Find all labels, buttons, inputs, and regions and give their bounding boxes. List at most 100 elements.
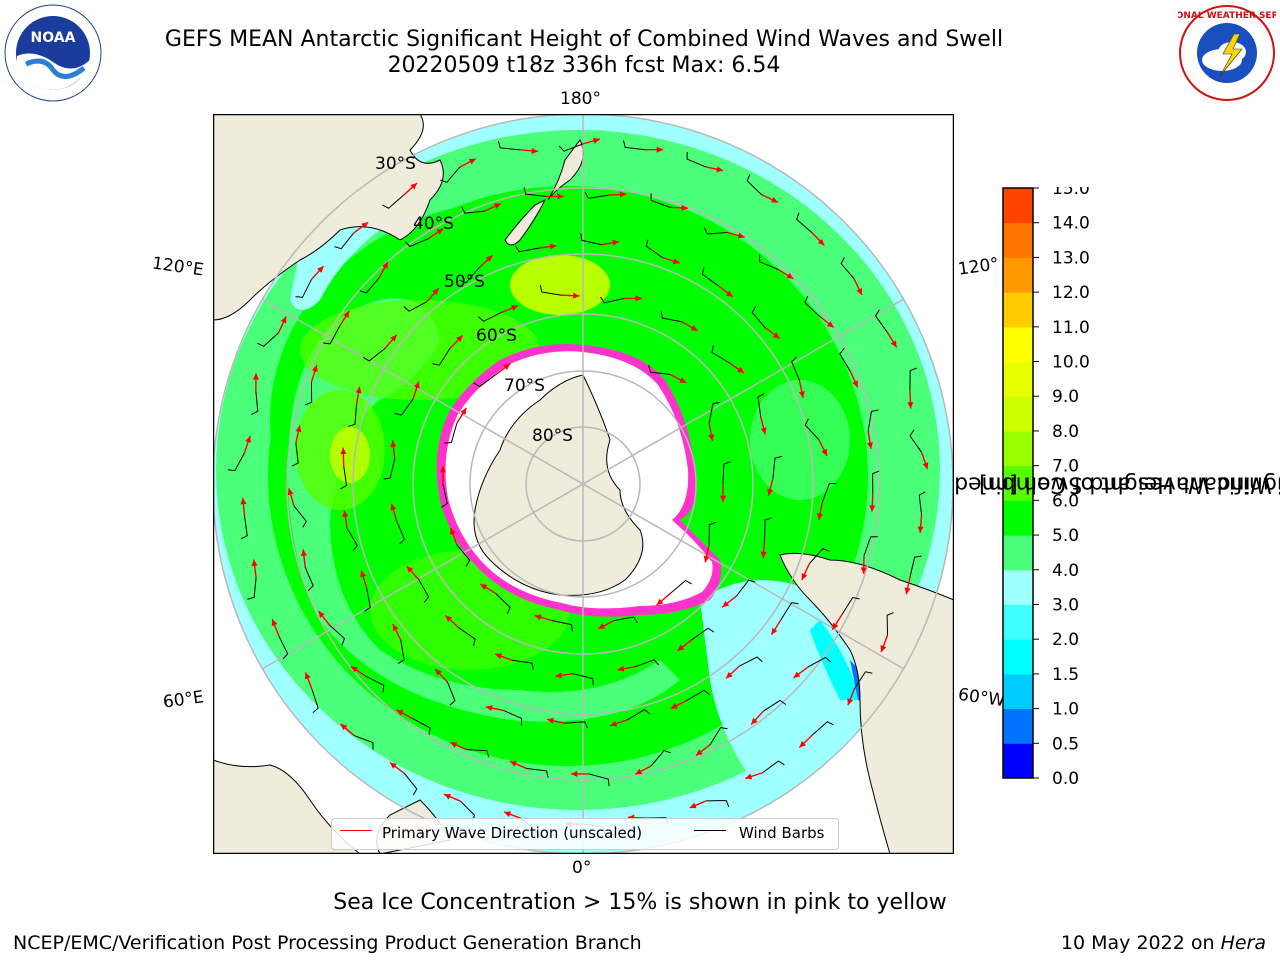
- wind-barb: [523, 187, 546, 197]
- wind-barb: [809, 548, 830, 564]
- wind-barb: [746, 174, 762, 196]
- wind-barb: [444, 423, 458, 444]
- lat-label-60s: 60°S: [476, 326, 517, 346]
- wind-barb: [247, 577, 257, 600]
- wave-arrow-head: [679, 377, 687, 383]
- wave-arrow-head: [826, 321, 834, 328]
- wind-barb: [461, 206, 485, 214]
- wave-arrow-head: [832, 622, 839, 630]
- lat-label-40s: 40°S: [413, 214, 454, 234]
- footer-date: 10 May 2022 on: [1060, 932, 1221, 954]
- wave-arrow-head: [860, 567, 867, 574]
- footer-right: 10 May 2022 on Hera: [1061, 932, 1266, 954]
- wave-arrow-head: [725, 290, 733, 297]
- lon-label-60w: 60°W: [956, 684, 1007, 712]
- wind-barb: [497, 140, 521, 151]
- wave-arrow-head: [922, 462, 929, 470]
- wind-barb: [403, 301, 427, 312]
- wave-arrow-head: [549, 243, 557, 250]
- lon-label-60e: 60°E: [161, 687, 206, 713]
- wave-arrow-head: [689, 802, 697, 809]
- wave-arrow-head: [460, 407, 467, 415]
- wave-arrow-head: [504, 811, 512, 818]
- colorbar-band: [1003, 639, 1033, 675]
- wind-barb: [511, 659, 534, 670]
- wind-barb: [477, 311, 502, 322]
- wave-arrow-head: [695, 749, 703, 756]
- wave-arrow-head: [503, 363, 511, 371]
- wave-arrow-head: [485, 255, 493, 262]
- legend-label-wind-barbs: Wind Barbs: [739, 824, 825, 842]
- wave-arrow-head: [480, 584, 488, 591]
- wave-arrow-head: [801, 572, 808, 580]
- wind-barb: [686, 689, 710, 701]
- wave-arrow-head: [619, 191, 627, 198]
- wind-barb: [365, 675, 385, 693]
- wave-arrow-head: [656, 598, 664, 606]
- colorbar-tick-label: 4.0: [1052, 561, 1079, 581]
- wind-barb: [293, 505, 307, 528]
- wave-arrow-head: [318, 611, 325, 618]
- wind-barb: [854, 671, 873, 689]
- wind-barb: [703, 227, 728, 235]
- wave-arrow-head: [240, 497, 247, 505]
- wave-arrow-head: [445, 615, 453, 623]
- nws-logo-text: NATIONAL WEATHER SERVICE: [1178, 11, 1276, 21]
- wave-arrow-head: [847, 698, 854, 706]
- wind-barb: [812, 721, 834, 736]
- wave-arrow-head: [573, 292, 580, 299]
- wind-barb: [240, 515, 248, 540]
- wave-arrow-head: [772, 332, 780, 339]
- wave-arrow-head: [390, 334, 397, 342]
- wind-barb: [840, 257, 855, 280]
- map-title: GEFS MEAN Antarctic Significant Height o…: [164, 27, 1004, 52]
- wave-arrow-head: [555, 672, 562, 679]
- lon-label-120e: 120°E: [150, 253, 205, 281]
- wave-direction-arrows: [227, 137, 929, 838]
- legend-swatch-wind-barbs: [694, 830, 726, 831]
- wind-barb: [251, 391, 259, 415]
- colorbar-band: [1003, 292, 1033, 328]
- colorbar-title: Significant Height of Combined Wind Waves…: [954, 187, 1280, 780]
- wave-arrow-head: [771, 627, 778, 635]
- wave-arrow-head: [635, 768, 643, 775]
- wave-arrow-head: [280, 316, 287, 324]
- wave-arrow-head: [295, 425, 302, 433]
- wind-barb: [757, 393, 765, 417]
- wind-barb: [558, 143, 583, 152]
- wind-barb: [669, 579, 692, 594]
- wave-arrow-head: [737, 232, 745, 239]
- wind-barb: [751, 306, 766, 329]
- wave-arrow-head: [439, 466, 447, 473]
- wind-barb: [600, 296, 625, 304]
- wave-arrow-head: [413, 381, 420, 389]
- wave-arrow-head: [392, 624, 399, 632]
- wave-arrow-head: [495, 653, 503, 660]
- wind-barb: [918, 491, 926, 516]
- wind-barb: [909, 367, 917, 391]
- colorbar-tick-label: 7.0: [1052, 457, 1079, 477]
- lon-label-120w: 120°: [956, 254, 1001, 280]
- wind-barb: [645, 239, 663, 259]
- colorbar-band: [1003, 708, 1033, 744]
- wind-barb: [886, 612, 894, 636]
- wave-arrow-head: [360, 570, 367, 578]
- wind-barb: [495, 593, 511, 615]
- legend-swatch-primary-wave: [340, 830, 372, 831]
- wave-arrow-head: [406, 566, 414, 573]
- wave-arrow-head: [856, 287, 862, 295]
- wave-arrow-head: [720, 495, 727, 502]
- wind-barb: [364, 587, 371, 612]
- wave-arrow-head: [817, 238, 825, 246]
- wind-barb: [466, 749, 490, 758]
- wind-barb: [456, 544, 471, 567]
- wave-arrow-head: [342, 510, 349, 518]
- wind-barb: [807, 656, 832, 668]
- wind-barb: [295, 279, 312, 298]
- wave-arrow-head: [907, 402, 914, 409]
- noaa-logo-text: NOAA: [31, 30, 76, 46]
- colorbar-title-line2: Wind Waves and Swell [m]: [978, 471, 1272, 496]
- wave-arrow-head: [456, 335, 463, 343]
- wind-barb: [396, 520, 406, 545]
- colorbar-tick-label: 12.0: [1052, 283, 1090, 303]
